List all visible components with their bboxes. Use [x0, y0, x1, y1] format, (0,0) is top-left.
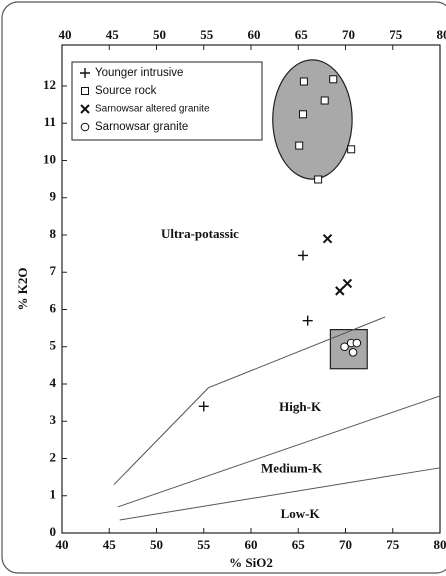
x-tick-label-top: 55: [200, 27, 214, 42]
marker-shape: [80, 68, 90, 78]
annotation: Ultra-potassic: [161, 226, 239, 241]
marker-shape: [348, 348, 358, 357]
x-tick-label: 80: [434, 537, 446, 552]
legend-label: Sarnowsar granite: [95, 121, 188, 133]
point: [342, 278, 353, 289]
marker-shape: [299, 77, 308, 86]
point: [302, 315, 313, 326]
y-tick-label: 10: [43, 151, 56, 166]
boundary-line: [117, 395, 441, 508]
x-tick-label: 60: [245, 537, 258, 552]
boundary-line: [119, 467, 441, 521]
x-tick-label: 75: [386, 537, 400, 552]
point: [335, 286, 345, 296]
marker-shape: [320, 96, 329, 105]
x-tick-label-top: 75: [389, 27, 403, 42]
y-tick-label: 6: [50, 300, 57, 315]
x-tick-label: 50: [150, 537, 163, 552]
x-tick-label-top: 50: [153, 27, 166, 42]
x-tick-label: 55: [197, 537, 211, 552]
point: [295, 141, 304, 150]
legend: Younger intrusive Source rock Sarnowsar al…: [71, 61, 263, 141]
marker-shape: [329, 75, 338, 84]
legend-box: [71, 61, 263, 141]
boundary-line: [113, 316, 386, 485]
point: [298, 110, 307, 119]
x-tick-label-top: 40: [59, 27, 72, 42]
x-tick-label-top: 80: [437, 27, 446, 42]
region-ellipse: [272, 59, 353, 180]
y-tick-label: 8: [50, 226, 57, 241]
point: [80, 104, 90, 114]
marker-shape: [80, 104, 90, 114]
x-tick-label-top: 70: [342, 27, 355, 42]
marker-shape: [297, 250, 308, 261]
marker-shape: [322, 234, 333, 244]
point: [198, 401, 209, 412]
point: [340, 342, 349, 352]
point: [81, 87, 89, 95]
x-tick-label-top: 45: [106, 27, 120, 42]
legend-label: Younger intrusive: [95, 67, 183, 79]
y-tick-label: 11: [44, 114, 56, 129]
y-tick-label: 1: [50, 487, 57, 502]
marker-shape: [298, 110, 307, 119]
x-tick-label: 45: [103, 537, 117, 552]
y-tick-label: 4: [50, 375, 57, 390]
marker-shape: [198, 401, 209, 412]
y-tick-label: 9: [50, 189, 57, 204]
y-tick-label: 0: [50, 524, 57, 539]
marker-shape: [340, 342, 349, 352]
point: [320, 96, 329, 105]
point: [329, 75, 338, 84]
annotation: Medium-K: [261, 461, 323, 476]
y-tick-label: 12: [43, 77, 56, 92]
marker-shape: [295, 141, 304, 150]
marker-shape: [80, 122, 90, 132]
legend-label: Source rock: [95, 85, 157, 97]
point: [80, 122, 90, 132]
marker-shape: [302, 315, 313, 326]
point: [352, 338, 362, 348]
marker-shape: [342, 278, 353, 289]
marker-shape: [347, 145, 356, 154]
x-tick-label: 70: [339, 537, 352, 552]
y-tick-label: 2: [50, 449, 57, 464]
annotation: High-K: [279, 399, 322, 414]
point: [314, 175, 323, 184]
marker-shape: [335, 286, 345, 296]
point: [297, 250, 308, 261]
marker-shape: [314, 175, 323, 184]
point: [347, 145, 356, 154]
point: [322, 234, 333, 244]
x-axis-label: % SiO2: [229, 555, 273, 570]
region-rect: [329, 329, 368, 370]
x-tick-label: 40: [56, 537, 69, 552]
y-tick-label: 3: [50, 412, 57, 427]
marker-shape: [352, 338, 362, 348]
y-axis-label: % K2O: [15, 268, 30, 311]
y-tick-label: 5: [50, 338, 57, 353]
x-tick-label: 65: [292, 537, 306, 552]
x-tick-label-top: 60: [248, 27, 261, 42]
point: [299, 77, 308, 86]
point: [348, 348, 358, 357]
point: [80, 68, 90, 78]
marker-shape: [81, 87, 89, 95]
x-tick-label-top: 65: [295, 27, 309, 42]
annotation: Low-K: [281, 506, 321, 521]
legend-label: Sarnowsar altered granite: [95, 104, 210, 115]
y-tick-label: 7: [50, 263, 57, 278]
